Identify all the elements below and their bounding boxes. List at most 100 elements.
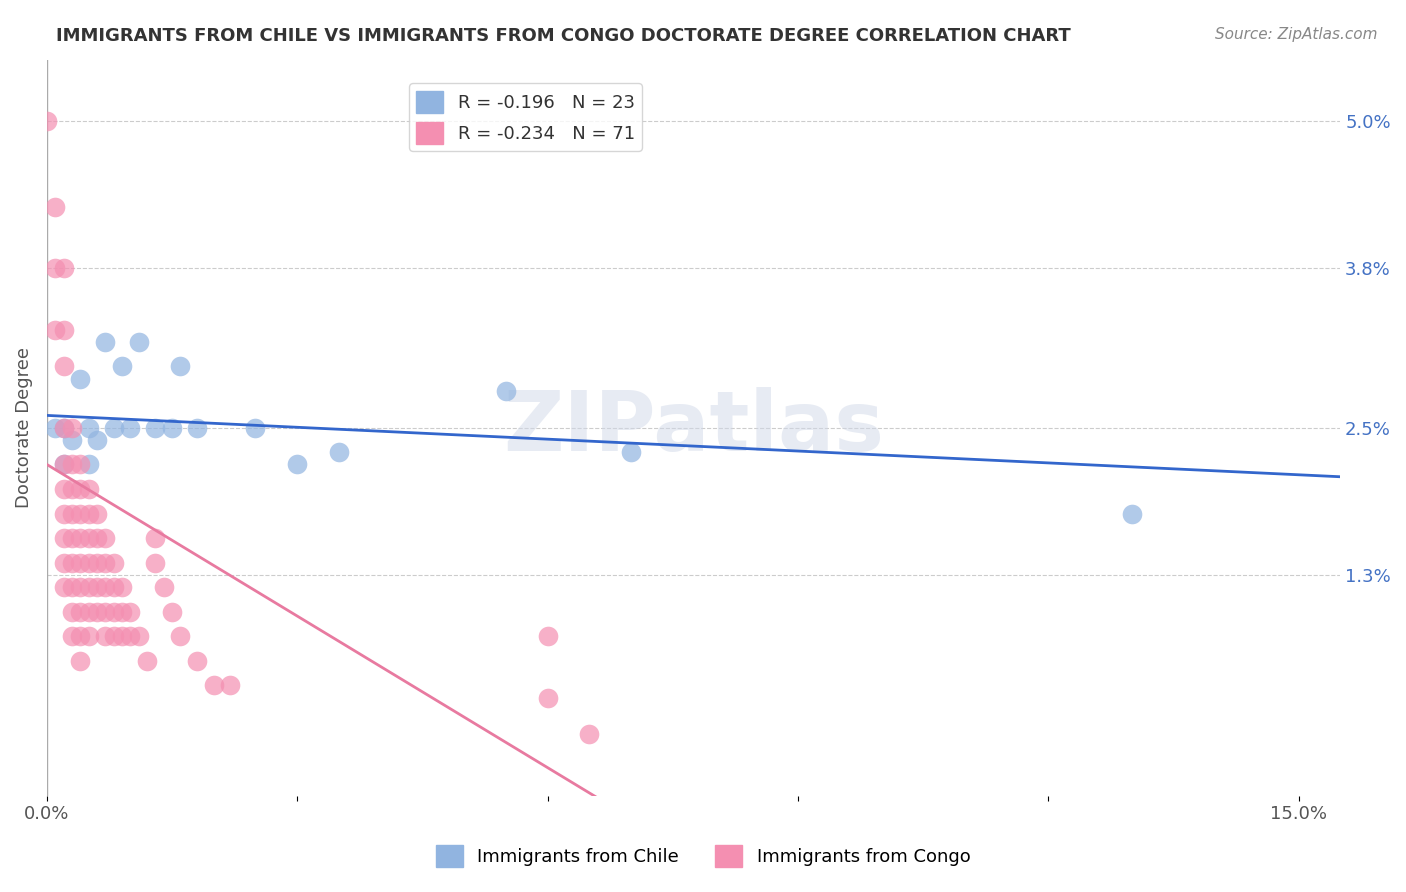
- Point: [328, 445, 350, 459]
- Point: [69, 458, 91, 472]
- Point: [69, 629, 91, 643]
- Point: [103, 629, 125, 643]
- Point: [44, 200, 66, 214]
- Point: [620, 445, 643, 459]
- Point: [578, 727, 600, 741]
- Point: [86, 433, 108, 447]
- Point: [52, 531, 75, 545]
- Point: [136, 654, 159, 668]
- Point: [111, 605, 134, 619]
- Point: [145, 531, 167, 545]
- Point: [128, 334, 150, 349]
- Point: [285, 458, 308, 472]
- Point: [60, 531, 83, 545]
- Point: [94, 629, 117, 643]
- Point: [44, 420, 66, 434]
- Point: [536, 629, 558, 643]
- Point: [245, 420, 267, 434]
- Point: [103, 556, 125, 570]
- Point: [86, 580, 108, 594]
- Point: [69, 605, 91, 619]
- Point: [77, 531, 100, 545]
- Point: [495, 384, 517, 398]
- Point: [86, 605, 108, 619]
- Point: [86, 531, 108, 545]
- Point: [77, 605, 100, 619]
- Point: [219, 678, 242, 692]
- Point: [60, 580, 83, 594]
- Point: [52, 261, 75, 276]
- Point: [145, 556, 167, 570]
- Point: [111, 629, 134, 643]
- Point: [60, 458, 83, 472]
- Point: [52, 482, 75, 496]
- Point: [145, 420, 167, 434]
- Point: [103, 605, 125, 619]
- Point: [94, 334, 117, 349]
- Point: [35, 114, 58, 128]
- Point: [60, 482, 83, 496]
- Point: [69, 556, 91, 570]
- Point: [52, 420, 75, 434]
- Point: [52, 420, 75, 434]
- Point: [169, 359, 191, 374]
- Point: [77, 556, 100, 570]
- Y-axis label: Doctorate Degree: Doctorate Degree: [15, 347, 32, 508]
- Point: [44, 322, 66, 336]
- Point: [44, 261, 66, 276]
- Point: [111, 359, 134, 374]
- Point: [152, 580, 174, 594]
- Point: [52, 322, 75, 336]
- Point: [60, 556, 83, 570]
- Point: [128, 629, 150, 643]
- Point: [77, 507, 100, 521]
- Point: [94, 605, 117, 619]
- Legend: Immigrants from Chile, Immigrants from Congo: Immigrants from Chile, Immigrants from C…: [429, 838, 977, 874]
- Point: [1121, 507, 1143, 521]
- Point: [69, 654, 91, 668]
- Point: [536, 690, 558, 705]
- Point: [77, 458, 100, 472]
- Point: [160, 605, 183, 619]
- Legend: R = -0.196   N = 23, R = -0.234   N = 71: R = -0.196 N = 23, R = -0.234 N = 71: [409, 83, 643, 151]
- Point: [103, 420, 125, 434]
- Point: [69, 482, 91, 496]
- Point: [94, 580, 117, 594]
- Point: [77, 482, 100, 496]
- Point: [60, 433, 83, 447]
- Point: [120, 629, 142, 643]
- Point: [52, 580, 75, 594]
- Point: [186, 420, 208, 434]
- Point: [69, 507, 91, 521]
- Point: [202, 678, 225, 692]
- Point: [86, 507, 108, 521]
- Text: IMMIGRANTS FROM CHILE VS IMMIGRANTS FROM CONGO DOCTORATE DEGREE CORRELATION CHAR: IMMIGRANTS FROM CHILE VS IMMIGRANTS FROM…: [56, 27, 1071, 45]
- Point: [52, 507, 75, 521]
- Point: [160, 420, 183, 434]
- Point: [94, 531, 117, 545]
- Point: [60, 605, 83, 619]
- Point: [77, 420, 100, 434]
- Point: [52, 458, 75, 472]
- Text: ZIPatlas: ZIPatlas: [503, 387, 884, 468]
- Point: [60, 420, 83, 434]
- Point: [120, 605, 142, 619]
- Point: [120, 420, 142, 434]
- Point: [69, 531, 91, 545]
- Point: [60, 507, 83, 521]
- Point: [111, 580, 134, 594]
- Text: Source: ZipAtlas.com: Source: ZipAtlas.com: [1215, 27, 1378, 42]
- Point: [94, 556, 117, 570]
- Point: [103, 580, 125, 594]
- Point: [69, 371, 91, 385]
- Point: [86, 556, 108, 570]
- Point: [186, 654, 208, 668]
- Point: [52, 556, 75, 570]
- Point: [60, 629, 83, 643]
- Point: [77, 580, 100, 594]
- Point: [69, 580, 91, 594]
- Point: [52, 359, 75, 374]
- Point: [77, 629, 100, 643]
- Point: [169, 629, 191, 643]
- Point: [52, 458, 75, 472]
